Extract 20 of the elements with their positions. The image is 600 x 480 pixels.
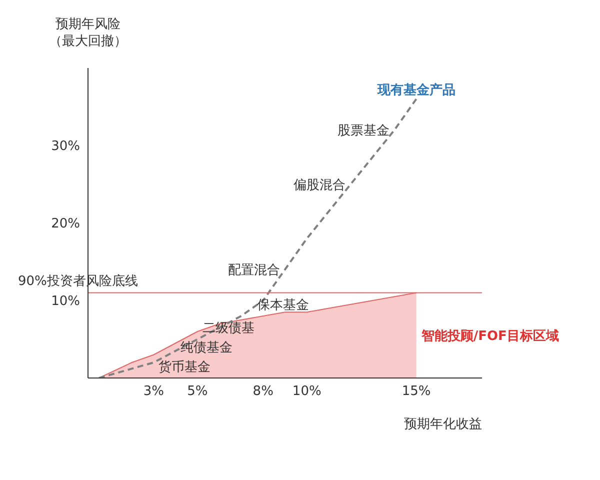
x-tick-label: 5% [187, 384, 208, 400]
annotation: 配置混合 [228, 263, 280, 278]
annotation: 二级债基 [202, 321, 254, 336]
series-label: 现有基金产品 [376, 82, 456, 98]
y-axis-title: 预期年风险（最大回撤） [49, 17, 127, 49]
x-tick-label: 8% [252, 384, 274, 400]
y-tick-label: 10% [51, 294, 80, 310]
line-series [98, 98, 418, 378]
series-label: 智能投顾/FOF目标区域 [420, 328, 559, 344]
annotation: 货币基金 [158, 360, 211, 375]
x-tick-label: 15% [402, 384, 431, 400]
x-axis-title: 预期年化收益 [404, 417, 482, 432]
y-tick-label: 30% [51, 139, 80, 154]
annotation: 偏股混合 [294, 178, 346, 193]
y-tick-label: 20% [51, 216, 80, 232]
annotation: 股票基金 [337, 124, 390, 139]
annotation: 保本基金 [257, 298, 310, 313]
x-tick-label: 3% [143, 384, 164, 400]
x-tick-label: 10% [292, 384, 322, 400]
annotation: 纯债基金 [180, 340, 233, 356]
